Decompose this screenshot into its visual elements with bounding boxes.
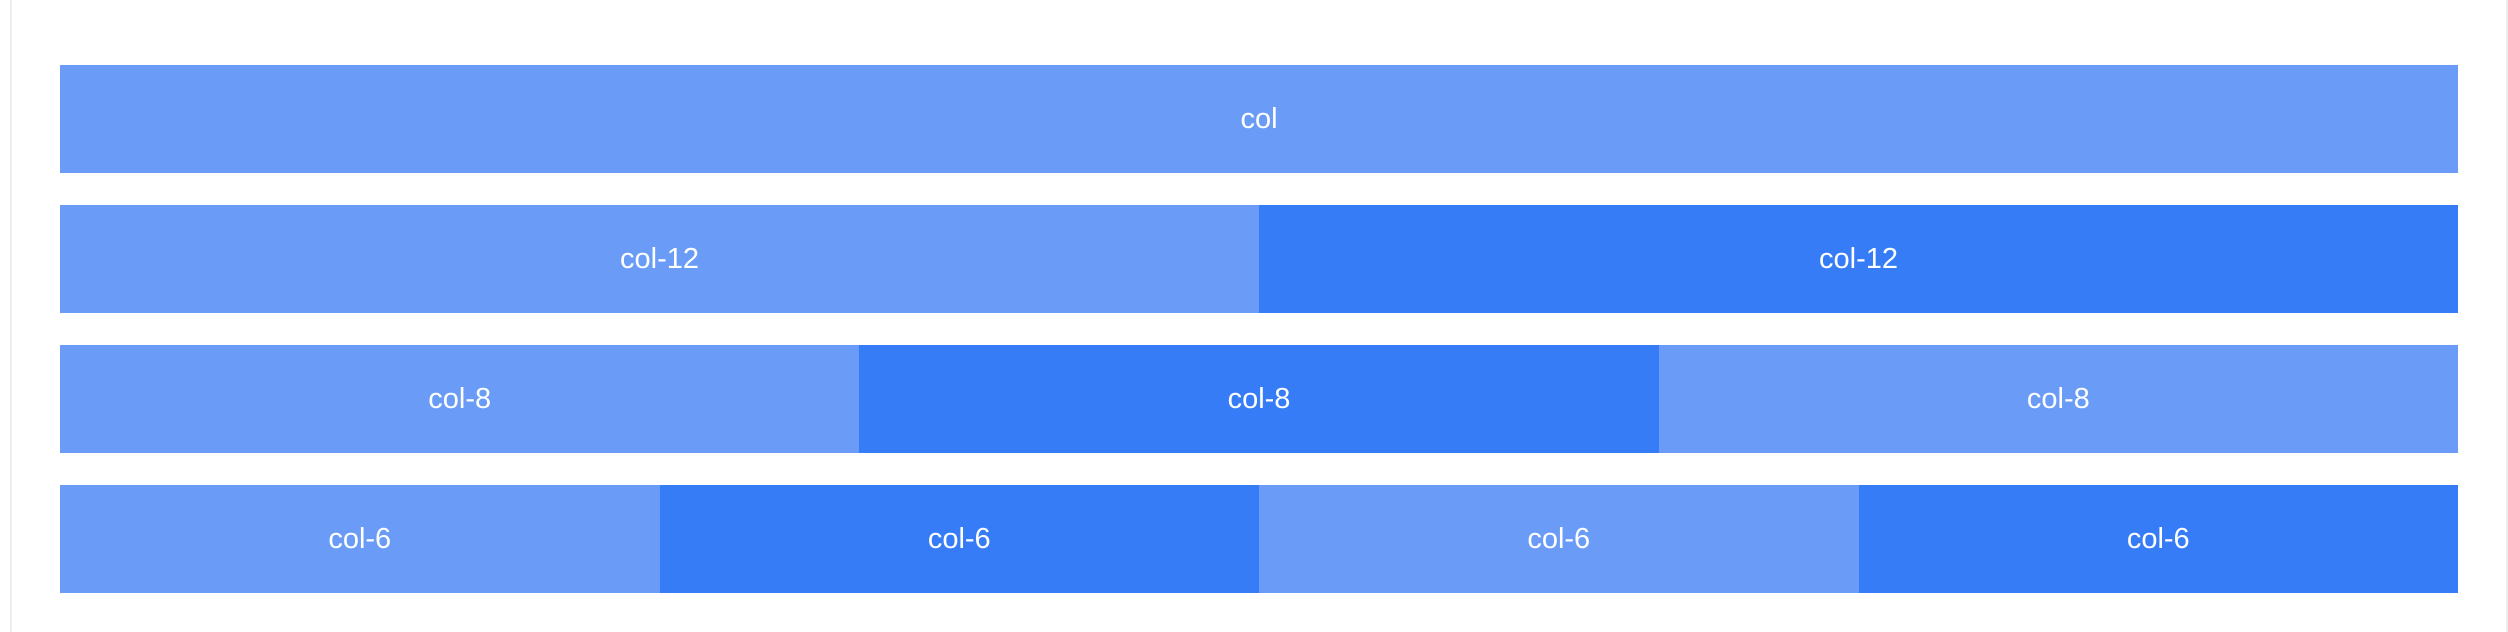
grid-row-4: col-6 col-6 col-6 col-6: [60, 485, 2458, 593]
grid-row-2: col-12 col-12: [60, 205, 2458, 313]
grid-col: col: [60, 65, 2458, 173]
panel-left-border: [10, 0, 12, 632]
grid-col-6: col-6: [60, 485, 660, 593]
grid-row-1: col: [60, 65, 2458, 173]
panel-right-border: [2506, 0, 2508, 632]
grid-row-3: col-8 col-8 col-8: [60, 345, 2458, 453]
grid-col-12: col-12: [1259, 205, 2458, 313]
grid-demo: col col-12 col-12 col-8 col-8 col-8 col-…: [60, 65, 2458, 593]
grid-col-8: col-8: [60, 345, 860, 453]
grid-col-12: col-12: [60, 205, 1259, 313]
grid-col-6: col-6: [1259, 485, 1859, 593]
grid-col-8: col-8: [1658, 345, 2458, 453]
grid-col-6: col-6: [659, 485, 1259, 593]
grid-col-6: col-6: [1858, 485, 2458, 593]
grid-col-8: col-8: [859, 345, 1659, 453]
